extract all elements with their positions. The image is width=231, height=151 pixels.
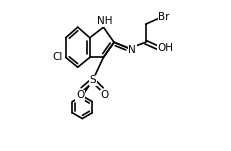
Text: Br: Br [158, 12, 170, 22]
Text: N: N [128, 45, 136, 55]
Text: O: O [100, 90, 108, 100]
Text: Cl: Cl [52, 52, 63, 62]
Text: OH: OH [157, 43, 173, 53]
Text: O: O [76, 90, 84, 100]
Text: S: S [90, 75, 96, 85]
Text: NH: NH [97, 16, 113, 26]
